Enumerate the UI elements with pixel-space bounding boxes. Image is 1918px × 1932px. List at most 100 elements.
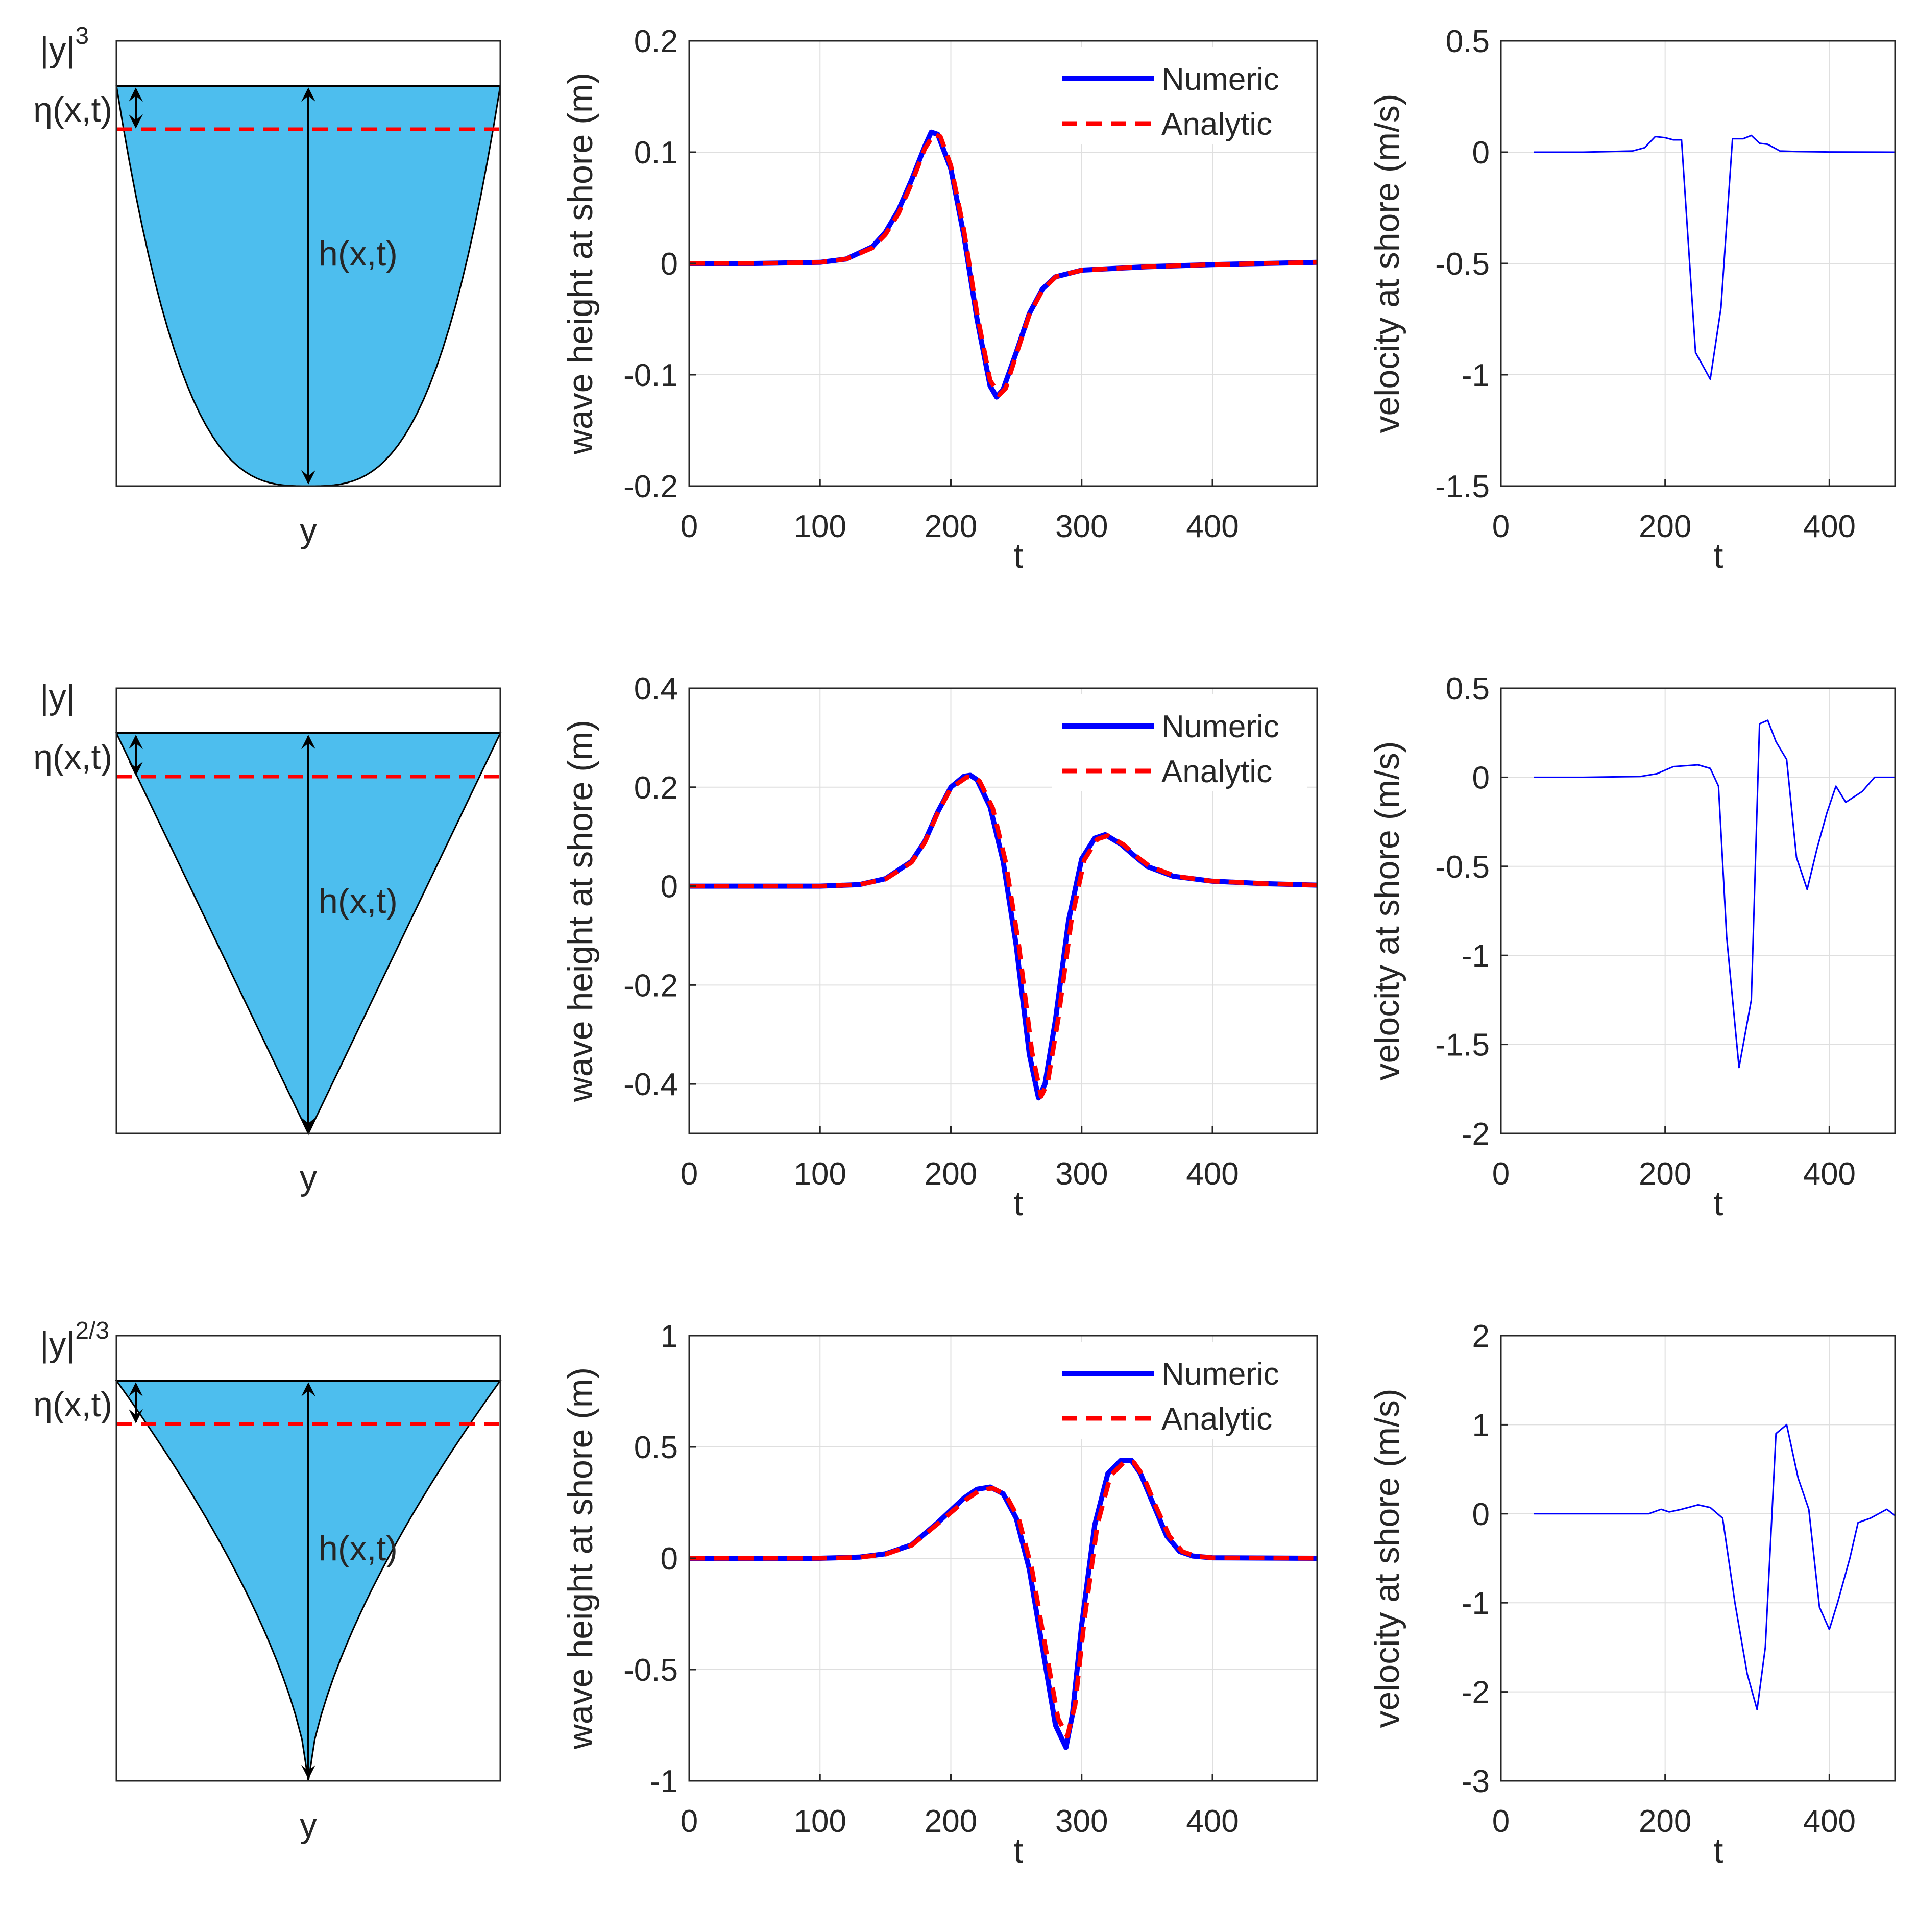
y-tick-label: -2 bbox=[1462, 1675, 1490, 1710]
y-tick-label: 0 bbox=[1472, 1497, 1490, 1532]
vel-plot-area bbox=[1501, 688, 1895, 1133]
y-axis-label: velocity at shore (m/s) bbox=[1368, 741, 1406, 1080]
legend-box bbox=[1052, 1342, 1307, 1439]
legend: Numeric Analytic bbox=[1052, 694, 1307, 791]
y-tick-label: -1.5 bbox=[1435, 469, 1490, 504]
legend-box bbox=[1052, 694, 1307, 791]
y-tick-label: -0.5 bbox=[623, 1653, 678, 1688]
y-axis-label: wave height at shore (m) bbox=[561, 1367, 600, 1750]
profile-base: |y| bbox=[40, 678, 75, 716]
x-tick-label: 400 bbox=[1186, 1804, 1239, 1839]
y-tick-label: -0.5 bbox=[1435, 247, 1490, 282]
cross-section-panel: h(x,t) η(x,t) y |y| bbox=[33, 678, 502, 1197]
analytic-series-line bbox=[689, 132, 1318, 397]
cross-section-box bbox=[115, 40, 501, 487]
y-tick-label: 0.4 bbox=[634, 671, 678, 707]
depth-label: h(x,t) bbox=[319, 234, 398, 273]
x-tick-label: 200 bbox=[1639, 1156, 1691, 1192]
y-axis-label: velocity at shore (m/s) bbox=[1368, 1388, 1406, 1728]
eta-label: η(x,t) bbox=[33, 90, 112, 129]
profile-label: |y|2/3 bbox=[40, 1317, 109, 1364]
cross-section-box bbox=[115, 1335, 501, 1782]
vel-axes-box bbox=[1500, 1335, 1896, 1782]
profile-exponent: 2/3 bbox=[75, 1317, 109, 1344]
y-tick-label: -0.2 bbox=[623, 469, 678, 504]
y-axis-label: wave height at shore (m) bbox=[561, 73, 600, 455]
eta-label: η(x,t) bbox=[33, 738, 112, 777]
y-tick-label: -0.5 bbox=[1435, 850, 1490, 885]
profile-label: |y|3 bbox=[40, 22, 89, 69]
y-tick-label: -0.1 bbox=[623, 358, 678, 393]
depth-label: h(x,t) bbox=[319, 882, 398, 921]
x-tick-label: 400 bbox=[1803, 1804, 1856, 1839]
cross-section-box bbox=[115, 687, 501, 1134]
legend: Numeric Analytic bbox=[1052, 1342, 1307, 1439]
x-tick-label: 0 bbox=[1492, 1156, 1510, 1192]
x-tick-label: 100 bbox=[794, 1804, 846, 1839]
y-tick-label: -1 bbox=[1462, 1586, 1490, 1621]
x-tick-label: 0 bbox=[681, 509, 698, 544]
y-tick-label: 0.5 bbox=[1446, 671, 1490, 707]
y-axis-label: y bbox=[300, 1158, 317, 1197]
x-axis-label: t bbox=[1014, 537, 1024, 575]
y-tick-label: -3 bbox=[1462, 1764, 1490, 1799]
x-tick-label: 400 bbox=[1803, 1156, 1856, 1192]
legend-box bbox=[1052, 47, 1307, 144]
x-tick-label: 0 bbox=[681, 1804, 698, 1839]
y-tick-label: -2 bbox=[1462, 1117, 1490, 1152]
y-tick-label: -1 bbox=[1462, 938, 1490, 974]
x-tick-label: 400 bbox=[1803, 509, 1856, 544]
y-tick-label: 0 bbox=[661, 1541, 678, 1577]
x-axis-label: t bbox=[1714, 1831, 1723, 1870]
eta-label: η(x,t) bbox=[33, 1385, 112, 1424]
y-tick-label: 0 bbox=[661, 247, 678, 282]
x-tick-label: 0 bbox=[1492, 509, 1510, 544]
legend-numeric-label: Numeric bbox=[1161, 709, 1279, 744]
row-3: h(x,t) η(x,t) y |y|2/3 0 100 200 300 400 -1 -0.5 0 0… bbox=[33, 1317, 1896, 1870]
velocity-panel: 0 200 400 -3 -2 -1 0 1 2 t velocity at shore (m/s) bbox=[1368, 1319, 1896, 1870]
x-tick-label: 200 bbox=[925, 1804, 977, 1839]
x-tick-label: 200 bbox=[925, 509, 977, 544]
x-tick-label: 400 bbox=[1186, 509, 1239, 544]
x-tick-label: 300 bbox=[1055, 1804, 1108, 1839]
x-tick-label: 200 bbox=[1639, 1804, 1691, 1839]
y-tick-label: 0.2 bbox=[634, 770, 678, 806]
y-tick-label: 0 bbox=[661, 870, 678, 905]
y-tick-label: -0.4 bbox=[623, 1067, 678, 1102]
profile-label: |y| bbox=[40, 678, 75, 716]
x-tick-label: 100 bbox=[794, 509, 846, 544]
wave-height-panel: 0 100 200 300 400 -1 -0.5 0 0.5 1 t wave height at … bbox=[561, 1319, 1318, 1870]
velocity-series-line bbox=[1534, 134, 1896, 380]
depth-label: h(x,t) bbox=[319, 1529, 398, 1568]
x-tick-label: 200 bbox=[1639, 509, 1691, 544]
y-tick-label: 0.5 bbox=[634, 1430, 678, 1465]
analytic-series-line bbox=[689, 774, 1318, 1099]
row-1: h(x,t)η(x,t)y|y|30 100 200 300 400-0.2-0.100… bbox=[33, 22, 1896, 575]
y-axis-label: velocity at shore (m/s) bbox=[1368, 93, 1406, 433]
profile-base: |y| bbox=[40, 30, 75, 69]
x-axis-label: t bbox=[1714, 1184, 1723, 1223]
y-tick-label: 0.5 bbox=[1446, 24, 1490, 59]
legend: Numeric Analytic bbox=[1052, 47, 1307, 144]
profile-base: |y| bbox=[40, 1325, 75, 1364]
profile-exponent: 3 bbox=[75, 22, 89, 50]
cross-section-panel: h(x,t) η(x,t) y |y|2/3 bbox=[33, 1317, 502, 1845]
y-tick-label: 0 bbox=[1472, 760, 1490, 795]
x-tick-label: 300 bbox=[1055, 1156, 1108, 1192]
vel-axes-box bbox=[1500, 687, 1896, 1134]
x-tick-label: 200 bbox=[925, 1156, 977, 1192]
y-axis-label: wave height at shore (m) bbox=[561, 720, 600, 1102]
y-tick-label: -1 bbox=[1462, 358, 1490, 393]
legend-numeric-label: Numeric bbox=[1161, 62, 1279, 97]
x-tick-label: 100 bbox=[794, 1156, 846, 1192]
y-tick-label: 0.1 bbox=[634, 135, 678, 171]
y-axis-label: y bbox=[300, 1806, 317, 1845]
legend-numeric-label: Numeric bbox=[1161, 1357, 1279, 1392]
wave-height-panel: 0 100 200 300 400 -0.4 -0.2 0 0.2 0.4 t wave height… bbox=[561, 671, 1318, 1223]
y-tick-label: 0.2 bbox=[634, 24, 678, 59]
y-tick-label: -1.5 bbox=[1435, 1028, 1490, 1063]
numeric-series-line bbox=[689, 1458, 1318, 1750]
y-tick-label: 1 bbox=[661, 1319, 678, 1354]
legend-analytic-label: Analytic bbox=[1161, 754, 1272, 789]
